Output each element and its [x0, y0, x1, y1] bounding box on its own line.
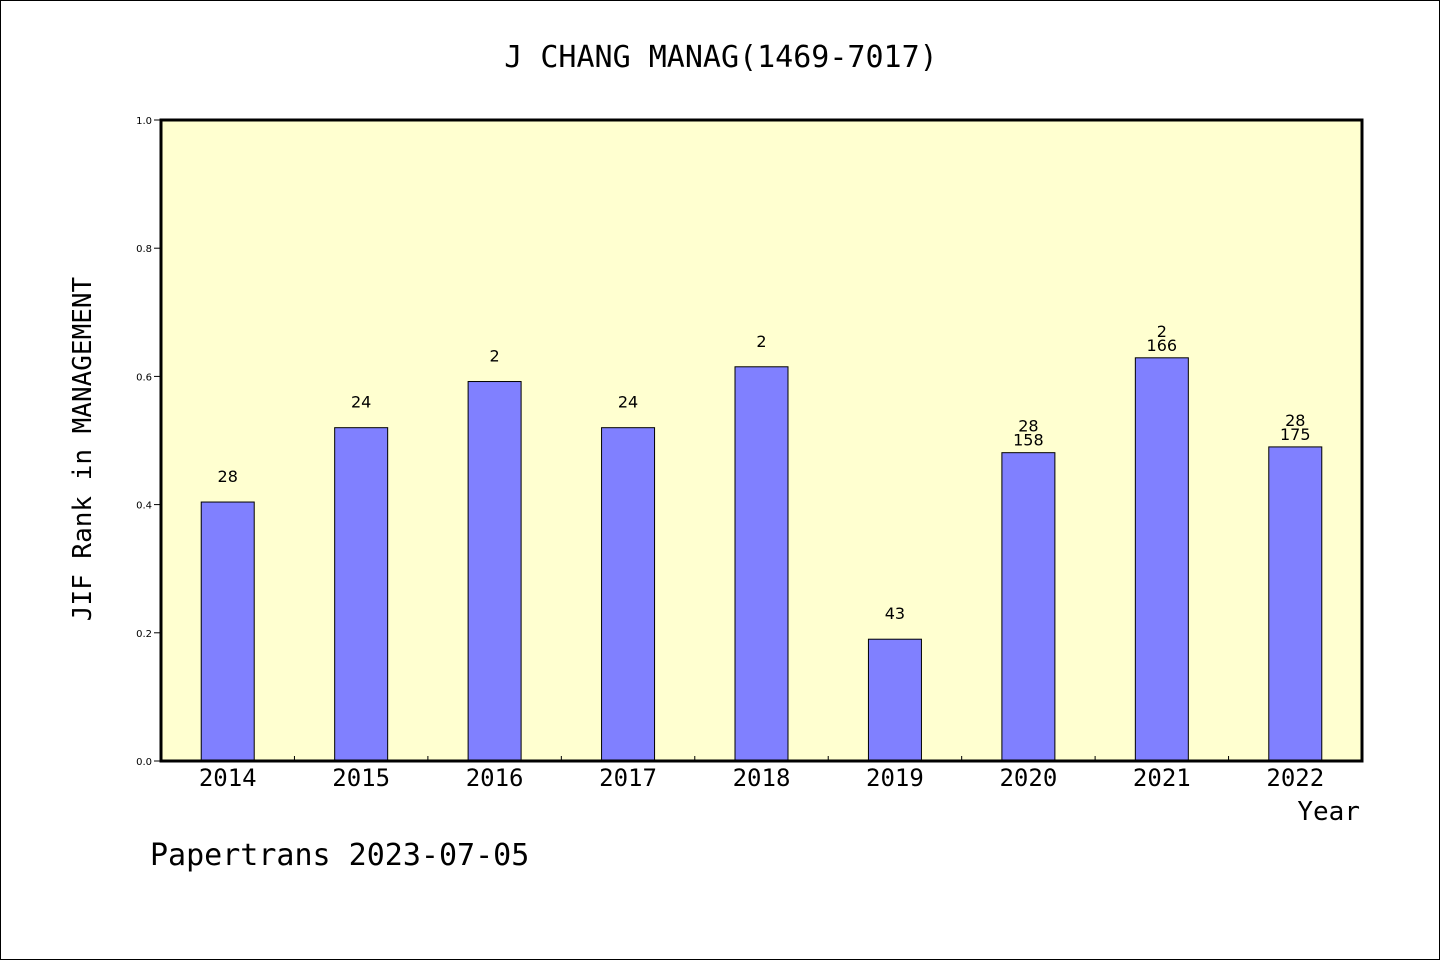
x-tick-label-2015: 2015 — [332, 764, 390, 792]
bar-2016 — [467, 381, 522, 762]
bar-label-2017-0: 24 — [618, 393, 638, 412]
bar-label-2015-0: 24 — [351, 393, 371, 412]
x-tick-label-2018: 2018 — [733, 764, 791, 792]
bar-label-2018-0: 2 — [756, 332, 766, 351]
bar-label-2016-0: 2 — [490, 347, 500, 366]
x-tick-label-2016: 2016 — [466, 764, 524, 792]
x-tick-label-2021: 2021 — [1133, 764, 1191, 792]
x-tick-label-2017: 2017 — [599, 764, 657, 792]
bar-label-2022-1: 175 — [1280, 425, 1311, 444]
x-tick-label-2022: 2022 — [1266, 764, 1324, 792]
y-tick-label: 0.6 — [136, 372, 152, 383]
bar-2021 — [1134, 357, 1189, 762]
y-tick-label: 0.0 — [136, 757, 152, 768]
bar-2014 — [200, 501, 255, 762]
bar-label-2014-0: 28 — [218, 467, 238, 486]
bar-label-2019-0: 43 — [885, 604, 905, 623]
bar-2019 — [867, 638, 922, 762]
bar-label-2021-0: 2 — [1157, 322, 1167, 341]
bar-2017 — [601, 427, 656, 762]
bar-label-2021-1: 166 — [1147, 336, 1178, 355]
x-tick-label-2020: 2020 — [999, 764, 1057, 792]
x-tick-label-2014: 2014 — [199, 764, 257, 792]
bar-2018 — [734, 366, 789, 762]
x-axis-title: Year — [1297, 797, 1360, 827]
y-tick-label: 0.4 — [136, 501, 152, 512]
bar-2020 — [1001, 452, 1056, 762]
y-tick-label: 0.8 — [136, 244, 152, 255]
bar-label-2022-0: 28 — [1285, 411, 1305, 430]
bar-label-2020-0: 28 — [1018, 417, 1038, 436]
x-tick-label-2019: 2019 — [866, 764, 924, 792]
footer-source-date: Papertrans 2023-07-05 — [150, 838, 529, 873]
bar-label-2020-1: 158 — [1013, 431, 1044, 450]
bar-2022 — [1268, 446, 1323, 762]
bar-2015 — [334, 427, 389, 762]
chart-title: J CHANG MANAG(1469-7017) — [504, 40, 937, 75]
x-axis: 2014 2015 2016 2017 2018 2019 2020 2021 2022 — [199, 756, 1324, 792]
y-tick-label: 0.2 — [136, 629, 152, 640]
y-axis: 0.0 0.2 0.4 0.6 0.8 1.0 — [136, 116, 161, 768]
plot-border — [159, 118, 1364, 763]
y-tick-label: 1.0 — [136, 116, 152, 127]
bars-group — [200, 357, 1323, 762]
y-axis-title: JIF Rank in MANAGEMENT — [68, 276, 98, 621]
